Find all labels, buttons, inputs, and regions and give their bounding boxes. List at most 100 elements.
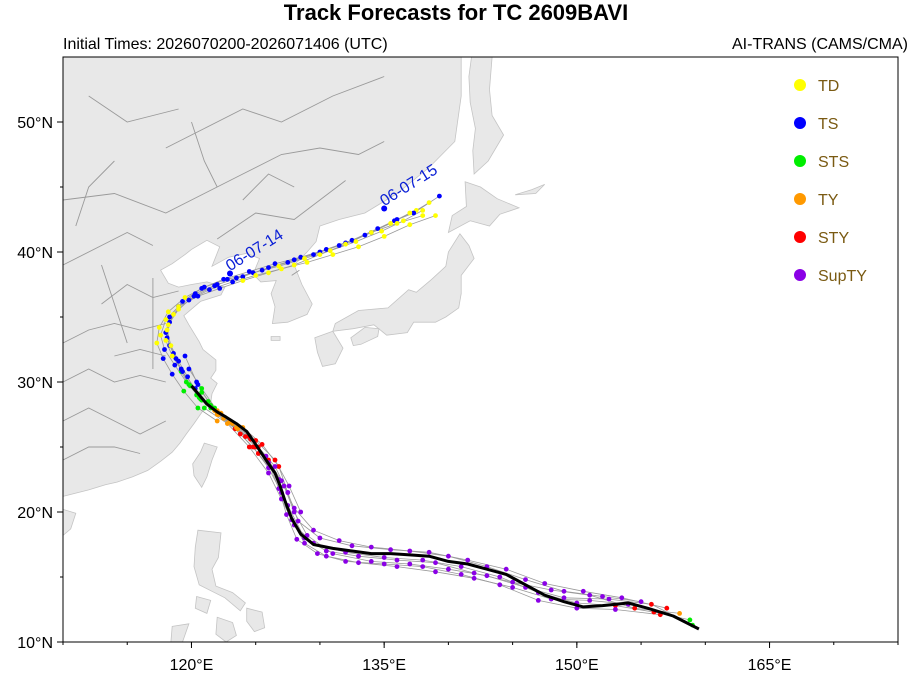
forecast-point	[298, 254, 304, 260]
forecast-point	[186, 297, 192, 303]
forecast-point	[230, 279, 236, 285]
forecast-point	[185, 374, 191, 380]
forecast-point	[356, 560, 361, 566]
forecast-point	[446, 553, 451, 559]
forecast-point	[183, 379, 189, 385]
forecast-point	[221, 276, 227, 282]
forecast-point	[336, 538, 342, 543]
landmass-panay-negros	[215, 616, 237, 643]
forecast-point	[381, 561, 387, 567]
forecast-point	[291, 262, 297, 268]
forecast-point	[279, 266, 284, 272]
forecast-point	[201, 284, 207, 290]
province-borders	[62, 76, 385, 461]
legend-marker-ty	[794, 193, 806, 205]
forecast-point	[330, 551, 336, 556]
forecast-point	[497, 574, 503, 580]
forecast-point	[272, 261, 278, 267]
forecast-point	[259, 442, 265, 447]
legend-marker-sty	[794, 231, 806, 243]
forecast-point	[182, 353, 188, 359]
lat-tick-label: 50°N	[17, 115, 53, 132]
forecast-point	[368, 559, 374, 564]
forecast-point	[613, 607, 618, 612]
province-border-line	[62, 446, 141, 461]
forecast-point	[295, 518, 301, 524]
province-border-line	[101, 283, 179, 305]
forecast-point	[368, 544, 374, 550]
landmass-kuril-north	[515, 184, 545, 196]
forecast-point	[379, 228, 384, 234]
lon-tick-label: 120°E	[170, 657, 214, 674]
lat-tick-label: 40°N	[17, 245, 53, 262]
forecast-point	[182, 295, 188, 300]
forecast-point	[291, 505, 297, 511]
province-border-line	[191, 121, 218, 188]
forecast-point	[291, 257, 297, 263]
forecast-point	[426, 549, 432, 555]
forecast-point	[176, 358, 182, 364]
forecast-point	[471, 575, 477, 581]
forecast-point	[561, 588, 567, 594]
province-border-line	[62, 231, 154, 266]
landmass-shikoku	[350, 326, 380, 347]
forecast-point	[158, 332, 164, 338]
lat-tick-label: 30°N	[17, 375, 53, 392]
forecast-point	[356, 244, 361, 250]
landmass-taiwan	[192, 442, 218, 489]
forecast-point	[619, 595, 625, 601]
map-frame	[62, 56, 899, 643]
landmass-mindoro	[194, 595, 212, 614]
forecast-point	[687, 617, 693, 623]
forecast-point	[343, 241, 348, 247]
forecast-point	[407, 561, 413, 567]
forecast-point	[160, 356, 166, 361]
forecast-point	[317, 252, 323, 257]
land-layer	[62, 56, 545, 643]
forecast-point	[176, 306, 182, 312]
forecast-point	[433, 560, 438, 566]
legend-label-sty: STY	[818, 230, 849, 247]
forecast-point	[458, 564, 464, 569]
forecast-point	[284, 512, 289, 517]
forecast-point	[246, 444, 252, 450]
forecast-point	[330, 252, 336, 257]
forecast-point	[548, 587, 554, 593]
forecast-point	[458, 572, 464, 577]
forecast-point	[272, 457, 278, 463]
forecast-point	[191, 293, 197, 299]
forecast-point	[407, 222, 413, 228]
forecast-point	[294, 536, 300, 542]
forecast-point	[163, 317, 169, 322]
forecast-point	[649, 601, 654, 607]
lat-tick-label: 20°N	[17, 505, 53, 522]
forecast-point	[375, 226, 381, 232]
forecast-point	[420, 557, 426, 563]
date-marker	[381, 205, 388, 212]
forecast-point	[677, 611, 682, 616]
forecast-point	[437, 193, 442, 199]
forecast-point	[164, 327, 170, 333]
forecast-point	[632, 605, 638, 611]
forecast-point	[323, 247, 329, 252]
forecast-point	[165, 322, 171, 328]
legend-label-ty: TY	[818, 192, 839, 209]
date-marker	[227, 270, 233, 277]
province-border-line	[88, 95, 179, 123]
forecast-point	[465, 557, 471, 563]
forecast-point	[304, 260, 310, 265]
forecast-point	[201, 405, 207, 411]
forecast-point	[394, 221, 400, 226]
landmass-sakhalin	[468, 56, 505, 175]
forecast-point	[561, 595, 567, 601]
forecast-point	[471, 570, 477, 576]
legend-marker-ts	[794, 117, 806, 129]
forecast-point	[381, 555, 387, 560]
forecast-point	[356, 553, 361, 559]
legend-marker-sts	[794, 155, 806, 167]
forecast-point	[298, 509, 304, 515]
forecast-point	[323, 548, 329, 554]
province-border-line	[62, 407, 167, 435]
forecast-tracks	[154, 193, 695, 628]
